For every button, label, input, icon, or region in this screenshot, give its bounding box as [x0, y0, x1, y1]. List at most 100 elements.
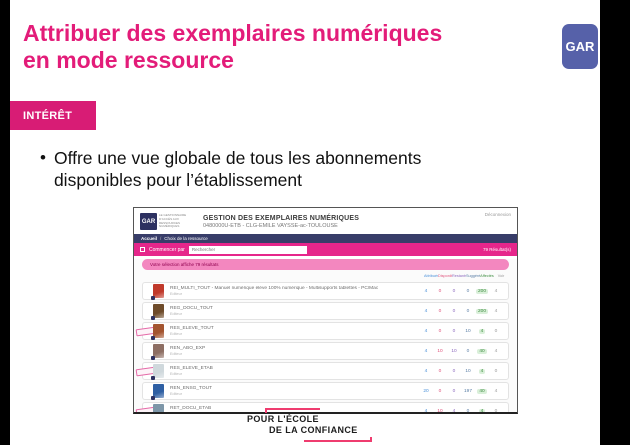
resource-title[interactable]: RES_ELEVE_TOUT [170, 326, 214, 331]
count-suggérés[interactable]: 0 [466, 308, 470, 314]
count-attribués[interactable]: 4 [424, 368, 428, 374]
resource-cover-thumbnail [151, 324, 164, 340]
count-affectés[interactable]: 4 [475, 408, 489, 412]
column-header[interactable]: Disponibles [438, 274, 452, 278]
resource-row[interactable]: REN_ABO_EXP Editeur 4 10 10 0 40 4 [142, 342, 509, 360]
resource-title[interactable]: REI_MULTI_TOUT - Manuel numérique élève … [170, 286, 379, 291]
bullet-item: • Offre une vue globale de tous les abon… [40, 147, 510, 192]
count-attribués[interactable]: 4 [424, 308, 428, 314]
count-attribués[interactable]: 4 [424, 288, 428, 294]
resource-texts: REG_DOCU_TOUT Editeur [170, 306, 213, 316]
resource-format-icon [151, 296, 155, 300]
count-affectés[interactable]: 4 [475, 328, 489, 334]
logout-link[interactable]: Déconnexion [484, 212, 511, 217]
resource-format-icon [151, 356, 155, 360]
breadcrumb-separator: / [160, 236, 162, 241]
page-title: Attribuer des exemplaires numériques en … [23, 20, 553, 74]
count-disponibles[interactable]: 0 [438, 308, 442, 314]
count-affectés[interactable]: 40 [475, 348, 489, 354]
resource-texts: RES_ELEVE_ETAB Editeur [170, 366, 213, 376]
search-input[interactable] [188, 245, 307, 254]
count-suggérés[interactable]: 197 [463, 388, 472, 394]
count-affectés[interactable]: 4 [475, 368, 489, 374]
resource-texts: RET_DOCU_ETAB Editeur [170, 406, 212, 412]
resource-row[interactable]: REN_ENSG_TOUT Editeur 20 0 0 197 40 4 [142, 382, 509, 400]
count-restants[interactable]: 0 [452, 328, 456, 334]
column-header[interactable]: Voir [497, 274, 505, 278]
count-suggérés[interactable]: 0 [466, 348, 470, 354]
resource-title[interactable]: REN_ENSG_TOUT [170, 386, 213, 391]
count-voir[interactable]: 0 [494, 328, 498, 334]
count-pill: 40 [477, 348, 487, 354]
breadcrumb-home[interactable]: Accueil [141, 236, 158, 241]
count-restants[interactable]: 0 [452, 288, 456, 294]
resource-title[interactable]: RES_ELEVE_ETAB [170, 366, 213, 371]
count-affectés[interactable]: 40 [475, 388, 489, 394]
count-affectés[interactable]: 200 [475, 288, 489, 294]
count-restants[interactable]: 0 [452, 308, 456, 314]
resource-row[interactable]: REI_MULTI_TOUT - Manuel numérique élève … [142, 282, 509, 300]
resource-format-icon [151, 376, 155, 380]
count-suggérés[interactable]: 0 [466, 288, 470, 294]
count-voir[interactable]: 0 [494, 408, 498, 414]
count-voir[interactable]: 4 [494, 288, 498, 294]
resource-title[interactable]: RET_DOCU_ETAB [170, 406, 212, 411]
count-affectés[interactable]: 200 [475, 308, 489, 314]
count-disponibles[interactable]: 0 [438, 288, 442, 294]
section-banner-label: INTÉRÊT [23, 109, 73, 122]
resource-texts: REN_ABO_EXP Editeur [170, 346, 205, 356]
resource-row[interactable]: RES_ELEVE_TOUT Editeur 4 0 0 10 4 0 [135, 322, 509, 340]
resource-counts: 4 0 0 0 200 4 [419, 288, 503, 294]
count-restants[interactable]: 10 [451, 348, 457, 354]
count-attribués[interactable]: 4 [424, 328, 428, 334]
resource-row[interactable]: REG_DOCU_TOUT Editeur 4 0 0 0 200 4 [142, 302, 509, 320]
resource-row[interactable]: RES_ELEVE_ETAB Editeur 4 0 0 10 4 0 [135, 362, 509, 380]
count-disponibles[interactable]: 0 [438, 328, 442, 334]
count-suggérés[interactable]: 10 [465, 368, 471, 374]
count-suggérés[interactable]: 0 [466, 408, 470, 414]
logo-bracket-bottom-icon [303, 437, 372, 442]
motto-line1: POUR L'ÉCOLE [247, 414, 319, 424]
count-attribués[interactable]: 20 [423, 388, 429, 394]
resource-cover-thumbnail [151, 364, 164, 380]
column-header[interactable]: Attribués [424, 274, 438, 278]
resource-title[interactable]: REN_ABO_EXP [170, 346, 206, 351]
count-pill: 4 [478, 368, 486, 374]
resource-row[interactable]: RET_DOCU_ETAB Editeur 4 10 4 0 4 0 [135, 402, 509, 414]
count-restants[interactable]: 4 [452, 408, 456, 414]
column-header[interactable]: Suggérés [466, 274, 480, 278]
count-pill: 4 [478, 328, 486, 334]
app-title: GESTION DES EXEMPLAIRES NUMÉRIQUES [203, 214, 360, 222]
resource-cover-thumbnail [151, 304, 164, 320]
gar-logo-caption: Le gestionnaire d'accès aux ressources n… [159, 214, 187, 229]
page-title-line1: Attribuer des exemplaires numériques [23, 20, 443, 46]
count-disponibles[interactable]: 0 [438, 368, 442, 374]
column-header[interactable]: Restants [452, 274, 466, 278]
resource-counts: 4 0 0 10 4 0 [419, 328, 503, 334]
count-disponibles[interactable]: 10 [437, 408, 443, 414]
resource-format-icon [151, 316, 155, 320]
count-disponibles[interactable]: 0 [438, 388, 442, 394]
count-voir[interactable]: 0 [494, 368, 498, 374]
gar-logo-label: GAR [565, 39, 595, 54]
count-restants[interactable]: 0 [452, 388, 456, 394]
page-title-line2: en mode ressource [23, 47, 234, 74]
resource-title[interactable]: REG_DOCU_TOUT [170, 306, 213, 311]
count-attribués[interactable]: 4 [424, 348, 428, 354]
count-voir[interactable]: 4 [494, 348, 498, 354]
count-restants[interactable]: 0 [452, 368, 456, 374]
start-with-checkbox[interactable] [140, 247, 145, 252]
count-voir[interactable]: 4 [494, 308, 498, 314]
education-ministry-logo: POUR L'ÉCOLE DE LA CONFIANCE [247, 408, 372, 442]
count-suggérés[interactable]: 10 [465, 328, 471, 334]
count-disponibles[interactable]: 10 [437, 348, 443, 354]
resource-counts: 4 10 10 0 40 4 [419, 348, 503, 354]
resource-list-area: Votre sélection affiche 79 résultats Att… [134, 259, 517, 414]
count-voir[interactable]: 4 [494, 388, 498, 394]
column-header[interactable]: Affectés [480, 274, 494, 278]
search-bar: Commencer par 79 Résultat(s) [134, 243, 517, 256]
bullet-icon: • [40, 148, 46, 167]
resource-counts: 4 0 0 0 200 4 [419, 308, 503, 314]
breadcrumb-current: Choix de la ressource [164, 236, 208, 241]
count-attribués[interactable]: 4 [424, 408, 428, 414]
